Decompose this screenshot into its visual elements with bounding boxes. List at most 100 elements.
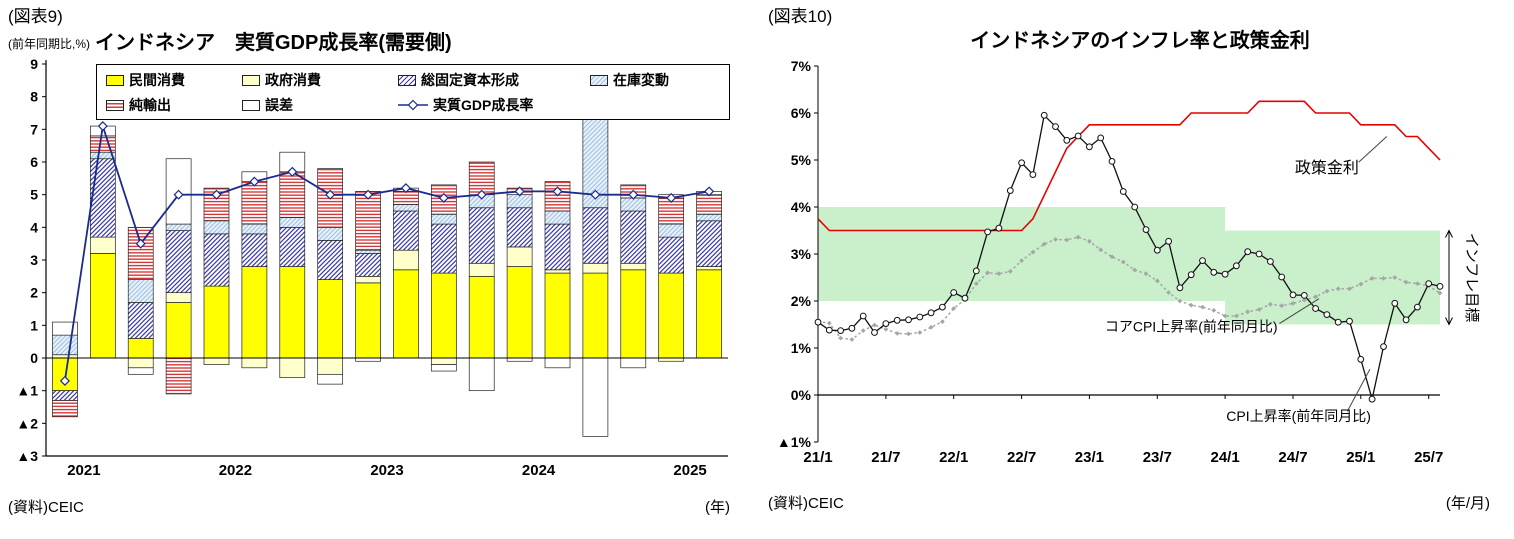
- cpi-marker: [916, 313, 924, 321]
- cpi-marker: [995, 224, 1003, 232]
- bar-segment-net-exports: [127, 226, 154, 280]
- bar-segment-private-consumption: [468, 275, 495, 359]
- cpi-marker: [972, 267, 980, 275]
- cpi-marker: [1300, 292, 1308, 299]
- bar-segment-gross-fixed-capital-formation: [430, 223, 457, 274]
- bar-segment-residual: [430, 364, 457, 372]
- x-tick-label: 2022: [219, 462, 252, 479]
- bar-segment-private-consumption: [165, 302, 192, 359]
- bar-segment-gross-fixed-capital-formation: [468, 207, 495, 264]
- y-tick-label: 4: [30, 219, 38, 235]
- bar-segment-residual: [468, 357, 495, 392]
- bar-segment-inventory-change: [355, 249, 381, 254]
- bar-segment-government-consumption: [317, 357, 344, 375]
- bar-segment-inventory-change: [430, 213, 457, 225]
- bar-segment-private-consumption: [620, 269, 647, 359]
- bar-segment-inventory-change: [241, 223, 268, 235]
- legend-label: 実質GDP成長率: [433, 97, 534, 113]
- core-cpi-marker: [1041, 241, 1047, 247]
- bar-segment-gross-fixed-capital-formation: [506, 207, 533, 248]
- cpi-marker: [1414, 303, 1421, 311]
- bar-segment-private-consumption: [241, 266, 268, 359]
- figure-tag-right: (図表10): [768, 7, 833, 26]
- inflation-target-label: インフレ目標: [1463, 233, 1480, 323]
- annotation-cpi: CPI上昇率(前年同月比): [1226, 408, 1371, 424]
- x-axis-caption-right: (年/月): [1445, 495, 1490, 512]
- gdp-marker: [135, 238, 146, 249]
- y-tick-label: 7%: [791, 58, 812, 74]
- core-cpi-marker: [883, 326, 889, 332]
- y-tick-label: ▲3: [16, 448, 38, 464]
- cpi-marker: [837, 327, 844, 335]
- cpi-marker: [1267, 258, 1274, 265]
- left-title-row: (前年同期比,%) インドネシア 実質GDP成長率(需要側): [8, 28, 756, 56]
- y-tick-label: 8: [30, 89, 38, 105]
- x-axis-caption-left: (年): [705, 499, 730, 516]
- bar-segment-government-consumption: [468, 262, 495, 277]
- core-cpi-marker: [939, 319, 945, 325]
- bar-segment-government-consumption: [89, 236, 116, 254]
- right-chart-title: インドネシアのインフレ率と政策金利: [970, 30, 1310, 52]
- bar-segment-gross-fixed-capital-formation: [241, 233, 268, 267]
- bar-segment-private-consumption: [89, 253, 116, 359]
- x-tick-label: 23/1: [1075, 449, 1104, 466]
- cpi-marker: [1052, 123, 1059, 130]
- cpi-marker: [1187, 271, 1195, 279]
- gdp-stacked-bar-chart: 9 8 7 6 5 4 3 2 1 0 ▲1 ▲2 ▲3 2021 2022 2023 2024 2025: [16, 56, 728, 479]
- core-cpi-marker: [860, 328, 866, 334]
- bar-segment-inventory-change: [506, 194, 533, 209]
- cpi-marker: [1244, 248, 1252, 256]
- cpi-marker: [1131, 203, 1139, 211]
- gdp-marker: [514, 186, 525, 197]
- legend-swatch-private-consumption: [106, 74, 124, 86]
- bar-segment-inventory-change: [317, 226, 344, 241]
- bar-segment-inventory-change: [52, 334, 78, 356]
- core-cpi-marker: [973, 281, 979, 287]
- annotation-leader-policy-rate: [1358, 136, 1388, 163]
- y-tick-label: 0%: [791, 387, 812, 403]
- core-cpi-marker: [1301, 297, 1307, 303]
- cpi-marker: [939, 303, 946, 311]
- bar-segment-government-consumption: [430, 357, 457, 365]
- core-cpi-marker: [1188, 302, 1194, 308]
- cpi-marker: [1278, 273, 1286, 281]
- bar-segment-private-consumption: [430, 272, 457, 359]
- bar-segment-net-exports: [468, 161, 495, 196]
- cpi-marker: [1210, 268, 1218, 276]
- source-note-right: (資料)CEIC: [768, 495, 844, 512]
- y-tick-label: 1: [30, 317, 38, 333]
- bar-segment-inventory-change: [696, 213, 722, 222]
- bar-segment-government-consumption: [393, 249, 419, 271]
- bar-segment-gross-fixed-capital-formation: [89, 158, 116, 238]
- legend-label: 誤差: [265, 97, 293, 113]
- cpi-marker: [1086, 143, 1093, 151]
- legend-label: 純輸出: [129, 97, 171, 113]
- bar-segment-gross-fixed-capital-formation: [696, 220, 722, 267]
- bar-segment-gross-fixed-capital-formation: [165, 230, 192, 294]
- right-footer-row: (資料)CEIC (年/月): [768, 492, 1490, 513]
- legend-item-private-consumption: 民間消費: [106, 70, 242, 90]
- bar-segment-inventory-change: [658, 223, 685, 238]
- cpi-marker: [1108, 158, 1116, 165]
- bar-segment-inventory-change: [165, 223, 192, 231]
- bar-segment-gross-fixed-capital-formation: [52, 390, 78, 401]
- y-tick-label: 1%: [791, 340, 812, 356]
- cpi-marker: [825, 326, 833, 334]
- bar-segment-government-consumption: [165, 292, 192, 303]
- cpi-marker: [1368, 395, 1376, 403]
- bar-segment-residual: [620, 357, 647, 369]
- bar-segment-government-consumption: [279, 357, 306, 378]
- cpi-marker: [1040, 111, 1048, 119]
- bar-segment-government-consumption: [203, 357, 230, 365]
- bar-segment-residual: [317, 373, 344, 385]
- bar-segment-gross-fixed-capital-formation: [127, 302, 154, 339]
- y-tick-label: 2: [30, 285, 38, 301]
- cpi-marker: [1029, 171, 1037, 178]
- cpi-marker: [1289, 291, 1297, 299]
- bar-segment-gross-fixed-capital-formation: [658, 236, 685, 274]
- bar-segment-inventory-change: [582, 119, 609, 209]
- bar-segment-gross-fixed-capital-formation: [355, 253, 381, 277]
- y-tick-label: 4%: [791, 199, 812, 215]
- cpi-marker: [1436, 283, 1444, 290]
- bar-segment-gross-fixed-capital-formation: [279, 226, 306, 267]
